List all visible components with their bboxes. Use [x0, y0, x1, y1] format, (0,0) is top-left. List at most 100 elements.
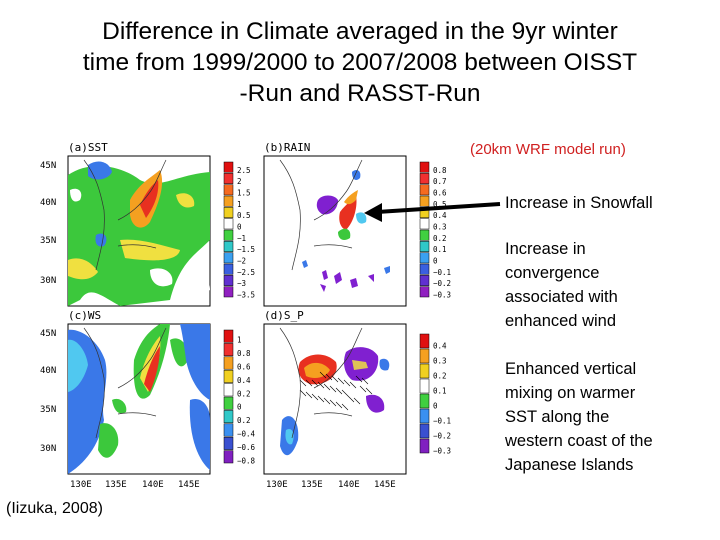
lon-label-d-130: 130E: [266, 480, 288, 490]
colorbar-box: [223, 218, 234, 230]
colorbar-tick-label: −1.5: [237, 245, 255, 254]
title-line-3: -Run and RASST-Run: [239, 80, 481, 107]
panel-c-ws: (c)WS: [67, 309, 211, 475]
colorbar-box: [419, 173, 430, 184]
panel-d-sp: (d)S_P: [263, 309, 407, 475]
colorbar-tick-label: 1: [237, 200, 242, 209]
colorbar-box: [223, 343, 234, 357]
annotation-mixing-line-4: western coast of the: [505, 432, 653, 450]
annotation-convergence-line-4: enhanced wind: [505, 312, 617, 330]
colorbar-tick-label: −0.6: [237, 443, 256, 452]
lon-label-c-145: 145E: [178, 480, 200, 490]
colorbar-tick-label: −3: [237, 279, 246, 288]
colorbar-tick-label: 2: [237, 177, 242, 186]
colorbar-box: [223, 207, 234, 218]
title-line-2: time from 1999/2000 to 2007/2008 between…: [82, 49, 638, 76]
colorbar-tick-label: 0.7: [433, 177, 447, 186]
colorbar-tick-label: 0.2: [237, 389, 251, 398]
lon-labels: 130E 135E 140E 145E 130E 135E 140E 145E: [70, 480, 396, 490]
colorbar-tick-label: −2.5: [237, 268, 255, 277]
lon-label-c-140: 140E: [142, 480, 164, 490]
wind-vectors: [299, 371, 373, 411]
colorbar-box: [419, 286, 430, 298]
colorbar-tick-label: −1: [237, 234, 246, 243]
colorbar-tick-label: −0.2: [433, 431, 451, 440]
colorbar-box: [419, 218, 430, 230]
citation-credit: (Iizuka, 2008): [6, 500, 103, 517]
colorbar-sst: 2.5 2 1.5 1 0.5 0 −1 −1.5 −2 −2.5 −3 −3.5: [223, 161, 255, 299]
lon-label-c-130: 130E: [70, 480, 92, 490]
colorbar-box: [223, 252, 234, 264]
colorbar-box: [419, 408, 430, 424]
colorbar-tick-label: −0.8: [237, 456, 256, 465]
colorbar-box: [223, 241, 234, 252]
colorbar-box: [419, 241, 430, 252]
annotation-mixing: Enhanced vertical mixing on warmer SST a…: [505, 357, 653, 477]
colorbar-box: [223, 423, 234, 437]
colorbar-box: [419, 275, 430, 286]
colorbar-tick-label: 0.4: [237, 376, 251, 385]
lon-label-d-135: 135E: [301, 480, 323, 490]
colorbar-tick-label: −0.3: [433, 446, 451, 455]
annotation-mixing-line-3: SST along the: [505, 408, 610, 426]
lat-label-a-45: 45N: [40, 161, 56, 171]
panel-b-label: (b)RAIN: [264, 141, 310, 154]
lat-label-c-40: 40N: [40, 366, 56, 376]
colorbar-box: [223, 275, 234, 286]
colorbar-tick-label: 0: [237, 403, 242, 412]
annotation-mixing-line-5: Japanese Islands: [505, 456, 634, 474]
colorbar-tick-label: 0: [433, 401, 438, 410]
colorbar-tick-label: 0: [237, 222, 242, 231]
colorbar-box: [419, 184, 430, 196]
colorbar-box: [223, 184, 234, 196]
colorbar-tick-label: 0.2: [433, 371, 447, 380]
colorbar-tick-label: 1.5: [237, 188, 251, 197]
colorbar-box: [223, 286, 234, 298]
colorbar-box: [419, 348, 430, 364]
colorbar-tick-label: 0.3: [433, 222, 447, 231]
colorbar-tick-label: 0.1: [433, 245, 447, 254]
annotation-convergence-line-2: convergence: [505, 264, 600, 282]
colorbar-box: [419, 252, 430, 264]
colorbar-sp: 0.4 0.3 0.2 0.1 0 −0.1 −0.2 −0.3: [419, 333, 451, 455]
model-note: (20km WRF model run): [470, 141, 626, 158]
colorbar-tick-label: −2: [237, 256, 246, 265]
colorbar-box: [419, 363, 430, 379]
colorbar-tick-label: 2.5: [237, 166, 251, 175]
colorbar-tick-label: −3.5: [237, 290, 255, 299]
panel-d-label: (d)S_P: [264, 309, 304, 322]
colorbar-box: [419, 423, 430, 439]
colorbar-box: [223, 263, 234, 275]
colorbar-box: [223, 450, 234, 464]
panel-c-label: (c)WS: [68, 309, 101, 322]
colorbar-tick-label: −0.3: [433, 290, 451, 299]
snowfall-arrow: [364, 202, 501, 222]
panel-a-label: (a)SST: [68, 141, 108, 154]
colorbar-box: [223, 161, 234, 173]
colorbar-box: [223, 229, 234, 241]
panel-b-rain: (b)RAIN: [263, 141, 407, 307]
colorbar-tick-label: −0.2: [433, 279, 451, 288]
colorbar-box: [223, 356, 234, 370]
lon-label-c-135: 135E: [105, 480, 127, 490]
annotation-mixing-line-1: Enhanced vertical: [505, 360, 637, 378]
colorbar-tick-label: 0.1: [433, 386, 447, 395]
colorbar-tick-label: 0.2: [433, 234, 447, 243]
colorbar-box: [223, 383, 234, 397]
colorbar-tick-label: 0.5: [433, 200, 447, 209]
colorbar-tick-label: −0.4: [237, 430, 256, 439]
slide-title: Difference in Climate averaged in the 9y…: [0, 16, 720, 109]
colorbar-box: [223, 173, 234, 184]
panel-a-sst: (a)SST: [67, 141, 211, 307]
colorbar-box: [419, 378, 430, 394]
colorbar-tick-label: 0.4: [433, 341, 447, 350]
title-line-1: Difference in Climate averaged in the 9y…: [102, 18, 618, 45]
colorbar-tick-label: 0.3: [433, 356, 447, 365]
colorbar-box: [419, 161, 430, 173]
colorbar-tick-label: 0: [433, 256, 438, 265]
colorbar-box: [419, 195, 430, 207]
colorbar-rain: 0.8 0.7 0.6 0.5 0.4 0.3 0.2 0.1 0 −0.1 −0.2 −0.3: [419, 161, 451, 299]
colorbar-box: [223, 195, 234, 207]
annotation-convergence: Increase in convergence associated with …: [505, 237, 618, 333]
